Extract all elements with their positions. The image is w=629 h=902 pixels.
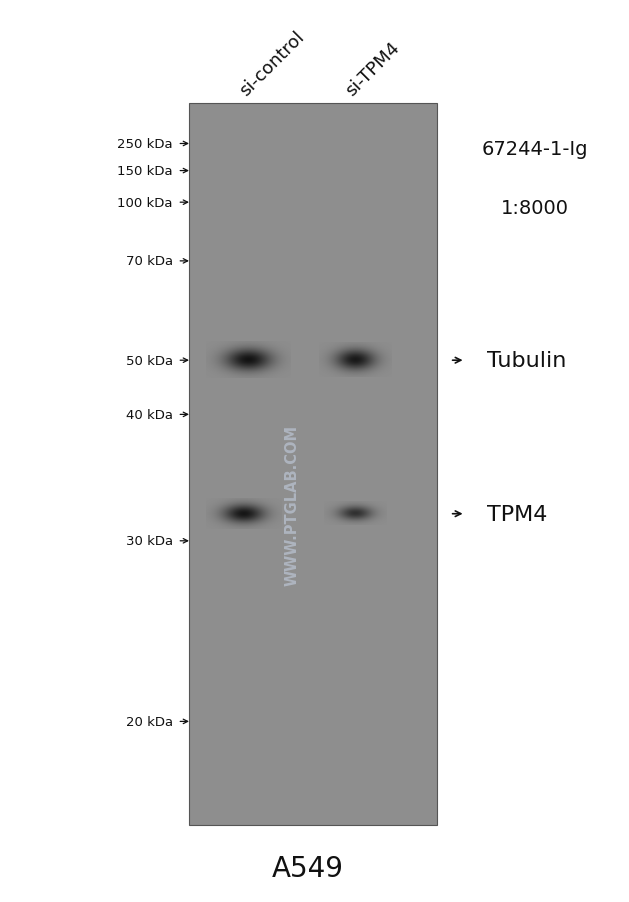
Text: 100 kDa: 100 kDa — [118, 197, 173, 209]
Text: WWW.PTGLAB.COM: WWW.PTGLAB.COM — [285, 425, 300, 585]
Bar — [189, 104, 437, 825]
Text: 20 kDa: 20 kDa — [126, 715, 173, 728]
Text: Tubulin: Tubulin — [487, 351, 567, 371]
Text: 67244-1-Ig: 67244-1-Ig — [481, 140, 588, 159]
Text: A549: A549 — [272, 853, 344, 882]
Text: 250 kDa: 250 kDa — [118, 138, 173, 151]
Text: 70 kDa: 70 kDa — [126, 255, 173, 268]
Text: si-control: si-control — [236, 28, 308, 99]
Text: 1:8000: 1:8000 — [501, 198, 569, 217]
Text: 150 kDa: 150 kDa — [118, 165, 173, 178]
Text: 30 kDa: 30 kDa — [126, 535, 173, 548]
Text: 50 kDa: 50 kDa — [126, 354, 173, 367]
Text: si-TPM4: si-TPM4 — [343, 38, 404, 99]
Text: 40 kDa: 40 kDa — [126, 409, 173, 421]
Text: TPM4: TPM4 — [487, 504, 548, 524]
